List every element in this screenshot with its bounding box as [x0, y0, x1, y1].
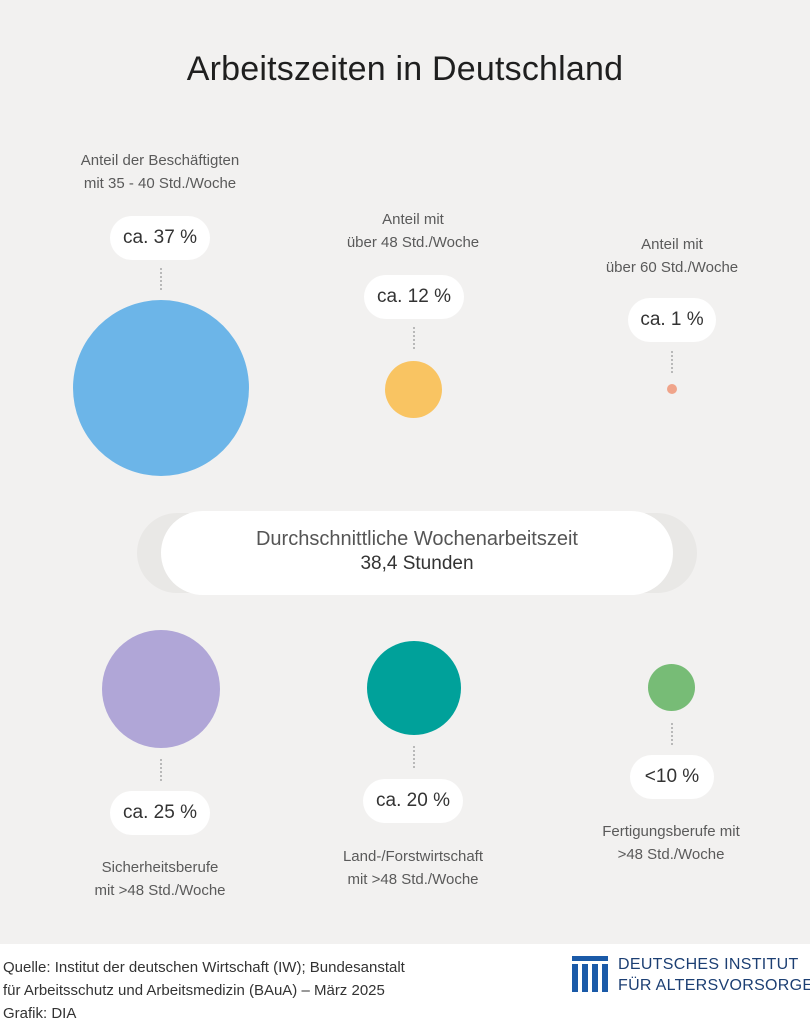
average-value: 38,4 Stunden: [360, 553, 474, 574]
label-sicherheitsberufe-line1: Sicherheitsberufe: [101, 859, 219, 876]
value-pill-fertigungsberufe: <10 %: [630, 755, 714, 799]
label-land-forstwirtschaft-line1: Land-/Forstwirtschaft: [342, 848, 484, 865]
label-35-40-line2: mit 35 - 40 Std./Woche: [83, 175, 237, 192]
dia-logo-icon: [572, 956, 608, 992]
label-over-48-line2: über 48 Std./Woche: [346, 234, 480, 251]
page-title: Arbeitszeiten in Deutschland: [186, 50, 624, 88]
source-line-3: Grafik: DIA: [3, 1005, 77, 1022]
dia-logo-text: DEUTSCHES INSTITUT FÜR ALTERSVORSORGE: [618, 954, 810, 996]
label-land-forstwirtschaft-line2: mit >48 Std./Woche: [347, 871, 479, 888]
value-pill-land-forstwirtschaft: ca. 20 %: [363, 779, 463, 823]
bubble-over-48: [385, 361, 442, 418]
label-sicherheitsberufe-line2: mit >48 Std./Woche: [94, 882, 226, 899]
value-pill-over-60: ca. 1 %: [628, 298, 716, 342]
average-box: Durchschnittliche Wochenarbeitszeit 38,4…: [161, 511, 673, 595]
value-pill-over-48: ca. 12 %: [364, 275, 464, 319]
connector-dots: [160, 268, 162, 290]
label-35-40-line1: Anteil der Beschäftigten: [80, 152, 240, 169]
logo-line-2: FÜR ALTERSVORSORGE: [618, 977, 810, 994]
source-note: Quelle: Institut der deutschen Wirtschaf…: [3, 956, 405, 1024]
label-land-forstwirtschaft: Land-/Forstwirtschaft mit >48 Std./Woche: [303, 845, 523, 891]
bubble-land-forstwirtschaft: [367, 641, 461, 735]
connector-dots: [160, 759, 162, 781]
connector-dots: [413, 327, 415, 349]
average-label: Durchschnittliche Wochenarbeitszeit: [255, 528, 578, 550]
label-over-60: Anteil mit über 60 Std./Woche: [572, 233, 772, 279]
bubble-sicherheitsberufe: [102, 630, 220, 748]
label-35-40: Anteil der Beschäftigten mit 35 - 40 Std…: [40, 149, 280, 195]
label-fertigungsberufe: Fertigungsberufe mit >48 Std./Woche: [571, 820, 771, 866]
bubble-fertigungsberufe: [648, 664, 695, 711]
connector-dots: [413, 746, 415, 768]
label-over-48: Anteil mit über 48 Std./Woche: [313, 208, 513, 254]
label-sicherheitsberufe: Sicherheitsberufe mit >48 Std./Woche: [40, 856, 280, 902]
value-pill-sicherheitsberufe: ca. 25 %: [110, 791, 210, 835]
dia-logo: DEUTSCHES INSTITUT FÜR ALTERSVORSORGE: [572, 954, 810, 996]
connector-dots: [671, 723, 673, 745]
source-line-2: für Arbeitsschutz und Arbeitsmedizin (BA…: [3, 982, 385, 999]
label-over-60-line2: über 60 Std./Woche: [605, 259, 739, 276]
connector-dots: [671, 351, 673, 373]
bubble-35-40: [73, 300, 249, 476]
source-line-1: Quelle: Institut der deutschen Wirtschaf…: [3, 959, 405, 976]
label-fertigungsberufe-line1: Fertigungsberufe mit: [602, 823, 740, 840]
footer: Quelle: Institut der deutschen Wirtschaf…: [0, 944, 810, 1024]
label-over-48-line1: Anteil mit: [382, 211, 444, 228]
logo-line-1: DEUTSCHES INSTITUT: [618, 956, 799, 973]
label-fertigungsberufe-line2: >48 Std./Woche: [617, 846, 725, 863]
value-pill-35-40: ca. 37 %: [110, 216, 210, 260]
label-over-60-line1: Anteil mit: [641, 236, 703, 253]
bubble-over-60: [667, 384, 677, 394]
